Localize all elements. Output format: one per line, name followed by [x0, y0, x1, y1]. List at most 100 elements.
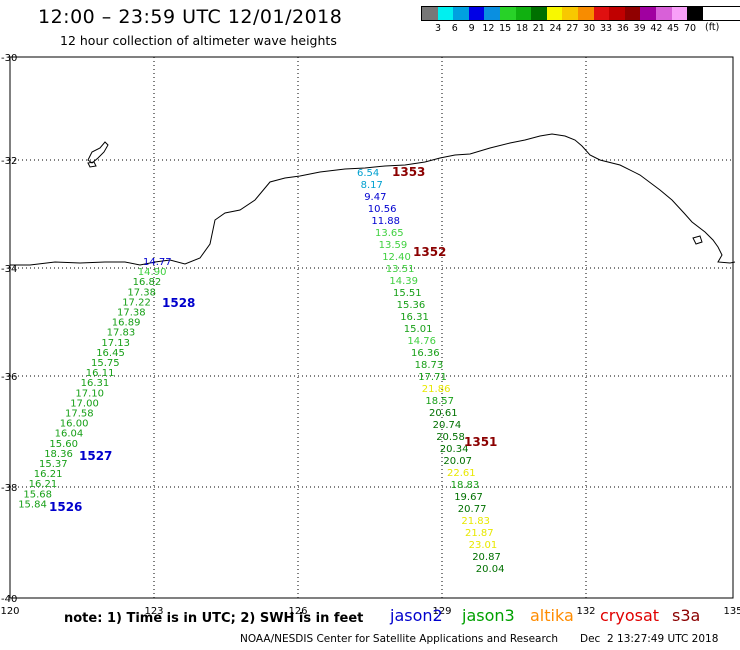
scale-label: 3	[434, 23, 442, 34]
wave-height-label: 18.57	[425, 396, 454, 407]
scale-label: 39	[633, 23, 646, 34]
wave-height-label: 16.11	[86, 368, 115, 379]
scale-swatch	[499, 7, 516, 20]
scale-swatch	[577, 7, 594, 20]
wave-height-label: 22.61	[447, 468, 476, 479]
longitude-label: 135	[723, 606, 740, 617]
credit-line: NOAA/NESDIS Center for Satellite Applica…	[240, 633, 558, 645]
scale-swatch	[422, 7, 438, 20]
scale-label: 21	[532, 23, 545, 34]
wave-height-label: 16.21	[34, 469, 63, 480]
scale-label: 70	[683, 23, 697, 34]
longitude-label: 132	[576, 606, 595, 617]
wave-height-label: 14.39	[389, 276, 418, 287]
legend-s3a: s3a	[672, 606, 701, 625]
scale-swatch	[624, 7, 641, 20]
wave-height-label: 15.01	[404, 324, 433, 335]
wave-height-label: 15.51	[393, 288, 422, 299]
wave-height-label: 15.68	[23, 489, 52, 500]
island-outline-east	[692, 235, 703, 245]
color-scale: 3 6 9 12 15 18 21 24 27 30 33 36 39 42 45 70	[421, 6, 740, 35]
wave-height-label: 21.87	[465, 528, 494, 539]
track-east: 6.548.179.4710.5611.8813.6513.5912.4013.…	[357, 168, 504, 575]
scale-swatch	[687, 7, 703, 20]
wave-height-label: 6.54	[357, 168, 379, 179]
island-outline-small	[87, 161, 97, 168]
legend-cryosat: cryosat	[600, 606, 660, 625]
wave-height-label: 17.13	[101, 338, 130, 349]
wave-height-label: 15.36	[397, 300, 426, 311]
latitude-label: -34	[1, 264, 17, 275]
scale-swatch	[484, 7, 500, 20]
wave-height-label: 20.74	[433, 420, 462, 431]
scale-label: 9	[468, 23, 475, 34]
wave-height-label: 13.51	[386, 264, 415, 275]
wave-height-label: 18.83	[451, 480, 480, 491]
legend-altika: altika	[530, 606, 574, 625]
wave-height-label: 17.22	[122, 297, 151, 308]
scale-swatch	[546, 7, 563, 20]
wave-height-label: 9.47	[364, 192, 386, 203]
scale-unit: (ft)	[705, 22, 720, 33]
scale-swatch	[515, 7, 532, 20]
scale-swatch	[593, 7, 610, 20]
wave-height-label: 17.58	[65, 409, 94, 420]
scale-label: 15	[499, 23, 512, 34]
scale-swatch	[437, 7, 454, 20]
coastline	[10, 133, 736, 266]
wave-height-label: 16.31	[81, 378, 110, 389]
scale-swatch	[655, 7, 672, 20]
scale-label: 30	[583, 23, 596, 34]
longitude-label: 120	[0, 606, 19, 617]
wave-height-label: 12.40	[382, 252, 411, 263]
wave-height-label: 16.36	[411, 348, 440, 359]
wave-height-label: 16.00	[60, 419, 89, 430]
page-subtitle: 12 hour collection of altimeter wave hei…	[60, 33, 337, 48]
scale-swatch	[671, 7, 688, 20]
wave-height-label: 17.38	[117, 308, 146, 319]
latitude-label: -40	[1, 594, 17, 605]
footer-note: note: 1) Time is in UTC; 2) SWH is in fe…	[64, 611, 364, 626]
pass-id-label: 1352	[413, 245, 446, 259]
wave-height-label: 17.83	[107, 328, 136, 339]
longitude-label: 126	[288, 606, 307, 617]
scale-swatch	[562, 7, 578, 20]
latitude-label: -38	[1, 483, 17, 494]
scale-label: 18	[515, 23, 529, 34]
wave-height-label: 15.84	[18, 499, 47, 510]
wave-height-label: 11.88	[371, 216, 400, 227]
wave-height-label: 15.60	[49, 439, 78, 450]
wave-height-label: 20.34	[440, 444, 469, 455]
page-title: 12:00 – 23:59 UTC 12/01/2018	[38, 6, 343, 28]
longitude-label: 123	[144, 606, 163, 617]
wave-height-label: 14.77	[143, 257, 172, 268]
scale-label: 12	[482, 23, 495, 34]
wave-height-label: 17.38	[127, 287, 156, 298]
wave-height-label: 20.61	[429, 408, 458, 419]
wave-height-label: 20.07	[443, 456, 472, 467]
pass-id-label: 1528	[162, 296, 195, 310]
scale-label: 33	[599, 23, 613, 34]
wave-height-label: 13.59	[379, 240, 408, 251]
wave-height-label: 21.86	[422, 384, 451, 395]
pass-labels: 1353 1352 1351 1528 1527 1526	[49, 165, 497, 514]
latitude-label: -36	[1, 372, 17, 383]
wave-height-label: 16.04	[55, 429, 84, 440]
wave-height-label: 16.89	[112, 318, 141, 329]
scale-label: 24	[549, 23, 562, 34]
longitude-label: 129	[432, 606, 451, 617]
wave-height-label: 17.10	[75, 388, 104, 399]
wave-height-label: 20.04	[476, 564, 505, 575]
scale-label: 6	[451, 23, 458, 34]
wave-height-label: 14.90	[138, 267, 167, 278]
wave-height-label: 17.71	[418, 372, 447, 383]
wave-height-label: 16.45	[96, 348, 125, 359]
wave-height-label: 20.58	[436, 432, 465, 443]
map-frame	[9, 56, 734, 599]
pass-id-label: 1527	[79, 449, 112, 463]
wave-height-label: 23.01	[469, 540, 498, 551]
timestamp: Dec 2 13:27:49 UTC 2018	[580, 633, 719, 645]
wave-height-label: 16.82	[133, 277, 162, 288]
wave-height-label: 13.65	[375, 228, 404, 239]
